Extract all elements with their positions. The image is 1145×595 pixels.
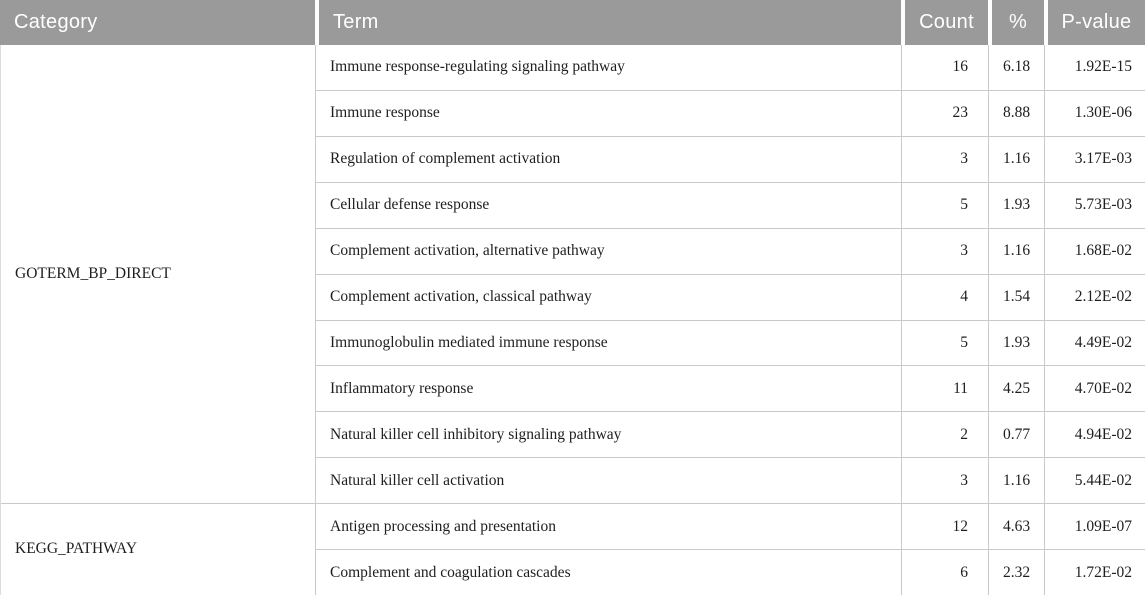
table-row: Antigen processing and presentation 12 4.6… — [316, 504, 1145, 551]
term-cell: Regulation of complement activation — [330, 150, 561, 168]
table-row: Natural killer cell activation 3 1.16 5.44E… — [316, 458, 1145, 505]
percent-cell: 1.93 — [988, 320, 1044, 366]
count-cell: 23 — [901, 90, 988, 136]
table-row: Cellular defense response 5 1.93 5.73E-03 — [316, 182, 1145, 229]
term-cell: Antigen processing and presentation — [330, 517, 556, 535]
count-cell: 12 — [901, 504, 988, 550]
term-cell: Cellular defense response — [330, 196, 490, 214]
term-cell: Complement and coagulation cascades — [330, 563, 571, 581]
count-cell: 16 — [901, 45, 988, 90]
table-row: Regulation of complement activation 3 1.16… — [316, 136, 1145, 183]
count-cell: 4 — [901, 274, 988, 320]
table-row: Immunoglobulin mediated immune response 5… — [316, 320, 1145, 367]
table-header-row: Category Term Count % P-value — [0, 0, 1145, 45]
percent-cell: 8.88 — [988, 90, 1044, 136]
pvalue-cell: 1.09E-07 — [1044, 504, 1145, 550]
percent-cell: 1.16 — [988, 458, 1044, 504]
count-cell: 6 — [901, 550, 988, 595]
term-cell: Natural killer cell inhibitory signaling… — [330, 425, 622, 443]
term-cell: Inflammatory response — [330, 379, 474, 397]
rows-column: Immune response-regulating signaling pat… — [316, 45, 1145, 595]
column-header-term: Term — [315, 0, 901, 45]
percent-cell: 1.54 — [988, 274, 1044, 320]
pvalue-cell: 3.17E-03 — [1044, 136, 1145, 182]
pvalue-cell: 1.72E-02 — [1044, 550, 1145, 595]
percent-cell: 1.93 — [988, 182, 1044, 228]
pvalue-cell: 5.44E-02 — [1044, 458, 1145, 504]
pvalue-cell: 4.49E-02 — [1044, 320, 1145, 366]
percent-cell: 6.18 — [988, 45, 1044, 90]
term-cell: Complement activation, classical pathway — [330, 288, 592, 306]
column-header-category: Category — [0, 0, 315, 45]
table-row: Natural killer cell inhibitory signaling… — [316, 412, 1145, 459]
count-cell: 3 — [901, 228, 988, 274]
pvalue-cell: 5.73E-03 — [1044, 182, 1145, 228]
term-cell: Natural killer cell activation — [330, 471, 505, 489]
pvalue-cell: 4.70E-02 — [1044, 366, 1145, 412]
pvalue-cell: 1.68E-02 — [1044, 228, 1145, 274]
table-row: Inflammatory response 11 4.25 4.70E-02 — [316, 366, 1145, 413]
pvalue-cell: 2.12E-02 — [1044, 274, 1145, 320]
pvalue-cell: 1.92E-15 — [1044, 45, 1145, 90]
count-cell: 5 — [901, 182, 988, 228]
table-row: Immune response 23 8.88 1.30E-06 — [316, 90, 1145, 137]
percent-cell: 4.63 — [988, 504, 1044, 550]
column-header-percent: % — [988, 0, 1044, 45]
count-cell: 5 — [901, 320, 988, 366]
pvalue-cell: 1.30E-06 — [1044, 90, 1145, 136]
count-cell: 2 — [901, 412, 988, 458]
count-cell: 11 — [901, 366, 988, 412]
percent-cell: 1.16 — [988, 136, 1044, 182]
table-row: Complement activation, alternative pathw… — [316, 228, 1145, 275]
table-body: GOTERM_BP_DIRECT KEGG_PATHWAY Immune resp… — [0, 45, 1145, 595]
column-header-pvalue: P-value — [1044, 0, 1145, 45]
category-cell: GOTERM_BP_DIRECT — [1, 45, 315, 504]
category-cell: KEGG_PATHWAY — [15, 540, 138, 558]
table-row: Complement and coagulation cascades 6 2.32… — [316, 550, 1145, 595]
percent-cell: 4.25 — [988, 366, 1044, 412]
table-row: Complement activation, classical pathway… — [316, 274, 1145, 321]
column-header-count: Count — [901, 0, 988, 45]
term-cell: Immune response — [330, 104, 440, 122]
count-cell: 3 — [901, 458, 988, 504]
count-cell: 3 — [901, 136, 988, 182]
pvalue-cell: 4.94E-02 — [1044, 412, 1145, 458]
term-cell: Immunoglobulin mediated immune response — [330, 333, 608, 351]
term-cell: Complement activation, alternative pathw… — [330, 242, 605, 260]
percent-cell: 1.16 — [988, 228, 1044, 274]
category-column: GOTERM_BP_DIRECT KEGG_PATHWAY — [1, 45, 316, 595]
table-row: Immune response-regulating signaling pat… — [316, 45, 1145, 91]
term-cell: Immune response-regulating signaling pat… — [330, 58, 625, 76]
percent-cell: 0.77 — [988, 412, 1044, 458]
percent-cell: 2.32 — [988, 550, 1044, 595]
